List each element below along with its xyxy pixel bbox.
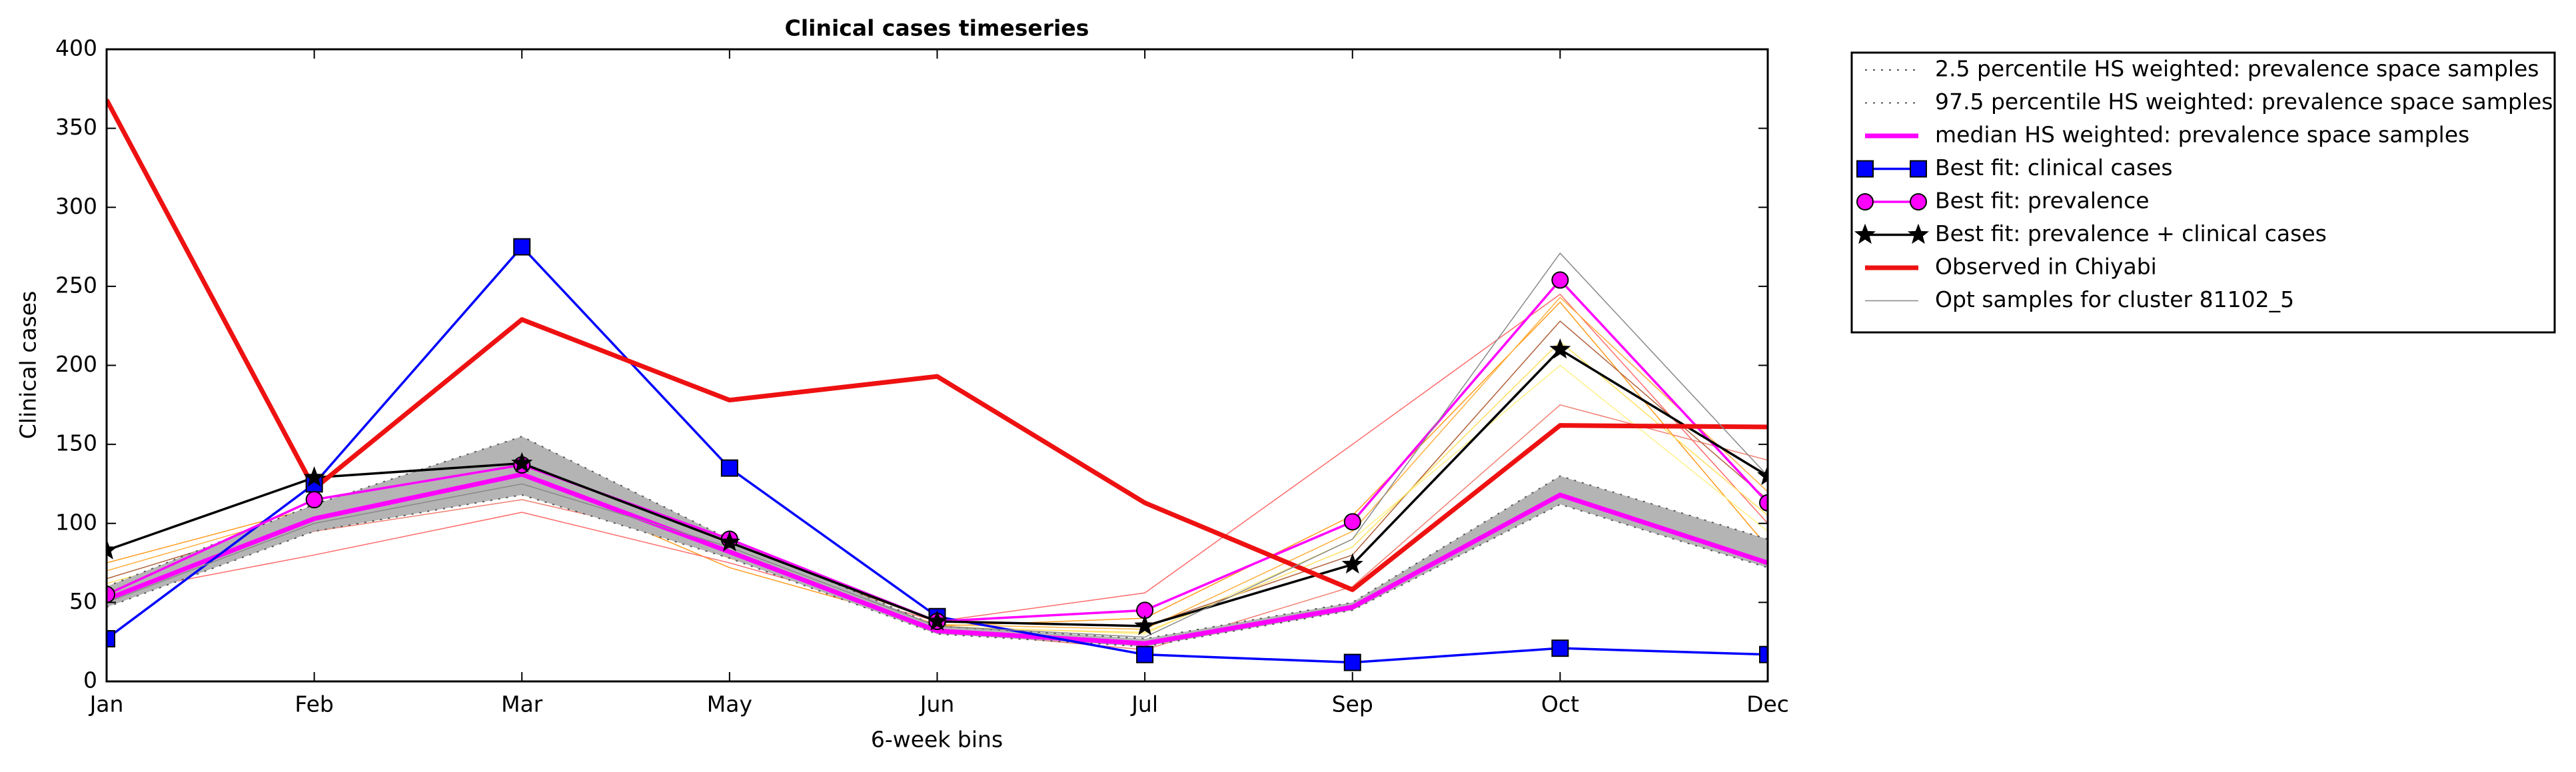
marker [1854,223,1876,244]
series-line [107,296,1768,630]
legend-label: 97.5 percentile HS weighted: prevalence … [1935,89,2553,115]
y-tick-label: 400 [55,35,97,61]
legend-label: 2.5 percentile HS weighted: prevalence s… [1935,56,2539,82]
series-line [107,278,1768,623]
legend-label: Observed in Chiyabi [1935,254,2157,280]
y-tick-label: 150 [55,430,97,456]
marker [720,459,738,477]
marker [1551,639,1569,657]
series-line [107,301,1768,627]
y-tick-label: 300 [55,193,97,219]
legend-label: Opt samples for cluster 81102_5 [1935,286,2294,312]
marker [1910,160,1927,178]
x-tick-label: Sep [1332,691,1373,717]
plot-area [107,99,1768,671]
marker [511,452,533,473]
y-tick-label: 350 [55,114,97,140]
x-tick-label: Dec [1746,691,1789,717]
marker [513,238,531,256]
x-tick-label: Jan [89,691,124,717]
marker [1343,653,1361,671]
marker [1907,223,1930,244]
x-axis-label: 6-week bins [871,727,1003,753]
marker [1343,513,1361,531]
y-tick-label: 0 [83,667,97,693]
legend-label: Best fit: clinical cases [1935,155,2173,181]
y-tick-label: 200 [55,351,97,377]
plot-frame [105,48,1769,683]
marker [107,629,115,647]
x-tick-label: Oct [1541,691,1579,717]
legend-label: Best fit: prevalence [1935,188,2150,214]
marker [107,585,115,603]
marker [1759,645,1768,663]
y-tick-label: 250 [55,272,97,298]
y-tick-label: 50 [69,588,97,614]
marker [718,531,740,552]
marker [1856,193,1874,210]
legend-label: median HS weighted: prevalence space sam… [1935,122,2469,148]
series-line [107,348,1768,627]
percentile-band [107,436,1768,647]
series-line [107,341,1768,633]
marker [1136,645,1154,663]
x-tick-label: Jun [919,691,955,717]
marker [303,466,325,487]
legend-box [1850,51,2556,334]
marker [1856,160,1874,178]
x-tick-label: Feb [295,691,333,717]
marker [926,609,948,631]
marker [1341,553,1363,574]
marker [305,491,323,509]
series-line [107,252,1768,638]
y-axis-label: Clinical cases [15,291,41,440]
marker [1549,338,1571,359]
marker [1134,615,1156,635]
legend-label: Best fit: prevalence + clinical cases [1935,220,2327,246]
marker [1759,494,1768,512]
series-line [107,99,1768,592]
series-line [107,436,1768,639]
marker [1910,193,1927,210]
y-tick-label: 100 [55,509,97,535]
x-tick-label: Mar [501,691,543,717]
chart-title: Clinical cases timeseries [785,15,1089,41]
series-line [107,472,1768,646]
marker [107,539,118,560]
x-tick-label: May [707,691,752,717]
marker [1756,464,1768,486]
marker [1551,271,1569,289]
x-tick-label: Jul [1130,691,1158,717]
